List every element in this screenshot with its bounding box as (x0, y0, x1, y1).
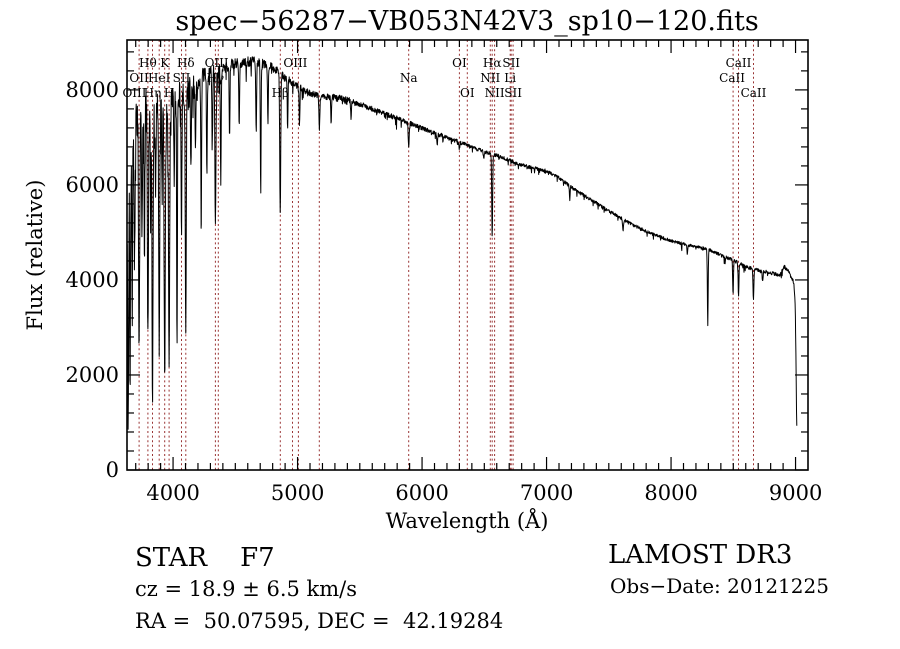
line-label-SII: SII (504, 86, 522, 100)
axes-frame-and-ticks (126, 39, 809, 471)
x-tick-label: 4000 (146, 481, 199, 505)
line-label-Li: Li (504, 71, 516, 85)
line-label-Hα: Hα (483, 56, 502, 70)
spectral-line-markers (138, 40, 754, 470)
x-tick-label: 7000 (520, 481, 573, 505)
x-axis-title: Wavelength (Å) (386, 508, 549, 533)
spectrum-curve (126, 56, 798, 430)
line-label-CaII: CaII (726, 56, 752, 70)
line-label-OI: OI (452, 56, 467, 70)
y-axis-title: Flux (relative) (23, 180, 47, 331)
line-label-SII: SII (173, 71, 191, 85)
line-label-NII: NII (480, 71, 500, 85)
line-label-Hβ: Hβ (272, 86, 289, 100)
y-tick-label: 6000 (66, 173, 119, 197)
line-label-K: K (160, 56, 170, 70)
line-label-H: H (164, 86, 174, 100)
object-class-label: STAR F7 (135, 543, 275, 573)
line-label-NII: NII (485, 86, 505, 100)
survey-label: LAMOST DR3 (608, 540, 792, 570)
axis-tick-labels: 4000 5000 6000 7000 8000 9000 0 2000 4000 6000 800… (66, 78, 823, 505)
line-label-Hδ: Hδ (177, 56, 195, 70)
line-label-SII: SII (502, 56, 520, 70)
x-tick-label: 9000 (769, 481, 822, 505)
radial-velocity-label: cz = 18.9 ± 6.5 km/s (135, 577, 357, 601)
coordinates-label: RA = 50.07595, DEC = 42.19284 (135, 609, 503, 633)
line-label-CaII: CaII (719, 71, 745, 85)
line-label-HeI: HeI (148, 71, 171, 85)
y-tick-label: 2000 (66, 363, 119, 387)
plot-title: spec−56287−VB053N42V3_sp10−120.fits (175, 6, 758, 37)
line-label-Na: Na (400, 71, 418, 85)
line-label-OIII: OIII (283, 56, 307, 70)
obs-date-label: Obs−Date: 20121225 (610, 574, 829, 598)
line-label-CaII: CaII (741, 86, 767, 100)
y-tick-label: 8000 (66, 78, 119, 102)
y-tick-label: 4000 (66, 268, 119, 292)
x-tick-label: 5000 (271, 481, 324, 505)
x-tick-label: 6000 (395, 481, 448, 505)
x-tick-label: 8000 (644, 481, 697, 505)
line-label-OI: OI (460, 86, 475, 100)
y-tick-label: 0 (106, 458, 119, 482)
line-label-OII: OII (129, 71, 149, 85)
line-label-Hθ: Hθ (139, 56, 157, 70)
